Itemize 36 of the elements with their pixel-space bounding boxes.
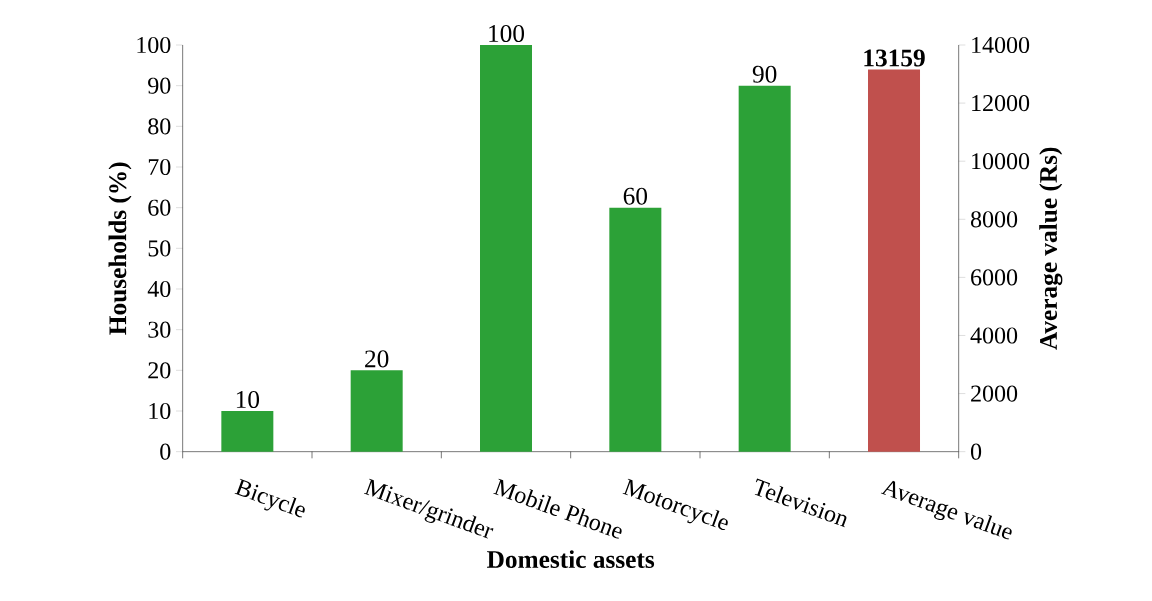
data-label: 60	[623, 187, 648, 205]
y-tick-label: 0	[160, 443, 171, 460]
y-tick-label: 90	[148, 77, 171, 94]
x-tick-label: Bicycle	[234, 478, 305, 518]
y2-axis-title: Average value (Rs)	[1039, 147, 1063, 350]
y-tick-label: 30	[148, 321, 171, 338]
x-tick-label: Average value	[880, 480, 1012, 540]
y-tick-label: 40	[147, 280, 171, 298]
data-label: 10	[236, 390, 260, 409]
y2-tick-label: 10000	[972, 153, 1030, 170]
y-tick-label: 80	[148, 118, 171, 135]
x-axis-title: Domestic assets	[487, 550, 655, 569]
y-tick-label: 10	[149, 402, 171, 420]
y-tick-label: 20	[148, 362, 171, 379]
bar	[350, 370, 403, 452]
y2-tick-label: 2000	[971, 385, 1018, 402]
data-label: 20	[365, 350, 389, 368]
data-label: 13159	[864, 49, 925, 67]
y-axis-title: Households (%)	[108, 162, 132, 335]
y-tick-label: 100	[137, 36, 171, 54]
y2-tick-label: 8000	[970, 211, 1018, 228]
y2-tick-label: 4000	[970, 327, 1018, 344]
x-tick-label: Mobile Phone	[493, 478, 622, 539]
data-label: 90	[752, 65, 777, 83]
y-tick-label: 70	[148, 158, 171, 176]
y-tick-label: 60	[148, 199, 171, 216]
data-label: 100	[489, 24, 525, 43]
y2-tick-label: 0	[970, 443, 982, 460]
bar	[221, 411, 274, 452]
y-tick-label: 50	[148, 240, 171, 257]
bar	[738, 85, 791, 452]
y2-tick-label: 14000	[972, 36, 1030, 54]
bar	[480, 45, 532, 452]
y2-tick-label: 12000	[972, 95, 1030, 112]
y2-tick-label: 6000	[971, 269, 1018, 286]
bar	[609, 207, 662, 452]
